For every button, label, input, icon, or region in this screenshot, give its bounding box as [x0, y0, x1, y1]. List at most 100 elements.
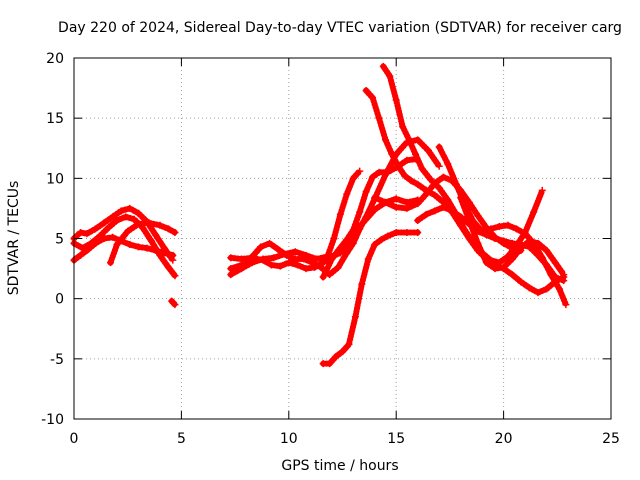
data-point	[474, 239, 482, 247]
data-point	[124, 227, 132, 235]
data-point	[562, 301, 570, 309]
data-point	[394, 162, 402, 170]
data-point	[555, 285, 563, 293]
data-point	[319, 273, 327, 281]
data-point	[422, 190, 430, 198]
data-point	[530, 208, 538, 216]
data-point	[227, 265, 235, 273]
data-point	[369, 94, 377, 102]
data-point	[392, 96, 400, 104]
data-point	[508, 255, 516, 263]
data-point	[452, 180, 460, 188]
data-point	[521, 230, 529, 238]
data-point	[152, 231, 160, 239]
data-point	[319, 360, 327, 368]
data-point	[356, 225, 364, 233]
data-point	[551, 259, 559, 267]
data-point	[381, 136, 389, 144]
data-point	[345, 340, 353, 348]
data-point	[375, 114, 383, 122]
data-point	[414, 200, 422, 208]
x-tick-label: 0	[70, 431, 79, 447]
data-point	[543, 247, 551, 255]
data-point	[414, 180, 422, 188]
data-point	[326, 360, 334, 368]
data-point	[392, 203, 400, 211]
data-point	[403, 198, 411, 206]
x-tick-label: 25	[602, 431, 620, 447]
data-point	[508, 271, 516, 279]
data-point	[362, 86, 370, 94]
data-point	[227, 271, 235, 279]
data-point	[461, 226, 469, 234]
data-point	[414, 228, 422, 236]
data-point	[349, 226, 357, 234]
data-point	[145, 219, 153, 227]
data-point	[517, 278, 525, 286]
data-point	[369, 173, 377, 181]
data-point	[76, 251, 84, 259]
data-point	[100, 219, 108, 227]
grid-lines	[74, 58, 611, 419]
data-point	[358, 280, 366, 288]
data-point	[83, 230, 91, 238]
data-point	[171, 301, 179, 309]
data-point	[160, 249, 168, 257]
data-point	[534, 239, 542, 247]
data-point	[427, 176, 435, 184]
data-point	[91, 239, 99, 247]
chart-title: Day 220 of 2024, Sidereal Day-to-day VTE…	[58, 20, 622, 36]
data-point	[339, 348, 346, 356]
data-point	[356, 208, 364, 216]
data-point	[126, 204, 134, 212]
y-tick-label: 10	[46, 171, 64, 187]
y-tick-label: 20	[46, 51, 64, 67]
data-point	[424, 147, 432, 155]
data-point	[265, 239, 273, 247]
data-point	[381, 198, 389, 206]
data-point	[377, 236, 385, 244]
data-point	[401, 172, 409, 180]
data-point	[405, 136, 413, 144]
data-point	[500, 263, 508, 271]
data-point	[500, 237, 508, 245]
data-point	[431, 179, 439, 187]
data-point	[386, 72, 394, 80]
data-point	[165, 225, 173, 233]
data-point	[113, 241, 121, 249]
data-point	[379, 62, 387, 70]
data-point	[444, 196, 452, 204]
data-point	[351, 313, 359, 321]
data-point	[538, 186, 546, 194]
data-point	[171, 272, 179, 280]
data-point	[362, 188, 370, 196]
data-point	[100, 235, 108, 242]
data-point	[547, 271, 555, 279]
data-point	[248, 253, 256, 261]
data-point	[285, 259, 293, 267]
data-point	[126, 241, 134, 249]
x-tick-label: 20	[495, 431, 513, 447]
y-tick-label: 5	[55, 232, 64, 248]
data-point	[76, 228, 84, 236]
data-point	[323, 253, 331, 261]
y-tick-label: -10	[41, 412, 64, 428]
data-point	[227, 254, 235, 262]
data-point	[371, 241, 379, 249]
data-point	[336, 210, 344, 218]
data-point	[147, 237, 155, 245]
data-point	[134, 243, 142, 251]
data-point	[384, 232, 392, 240]
plot-series	[70, 62, 570, 368]
data-point	[478, 227, 486, 235]
data-point	[482, 259, 490, 267]
data-point	[91, 225, 99, 233]
data-point	[268, 261, 276, 269]
data-point	[109, 213, 117, 221]
data-point	[538, 254, 546, 262]
x-axis-title: GPS time / hours	[281, 458, 398, 474]
data-point	[334, 263, 342, 271]
data-point	[317, 263, 325, 271]
data-point	[364, 255, 372, 263]
